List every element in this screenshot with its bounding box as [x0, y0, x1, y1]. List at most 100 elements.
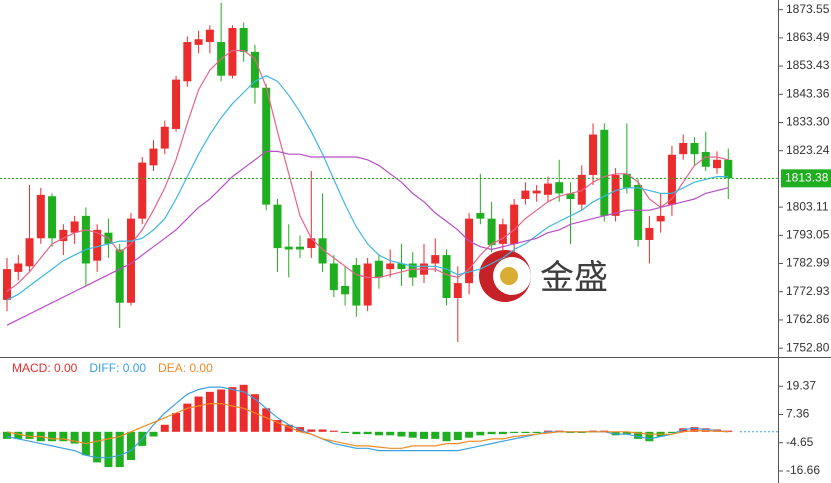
macd-bar — [70, 431, 79, 444]
y-tick-label: 1863.49 — [786, 30, 830, 44]
candle-body — [465, 218, 474, 284]
candle-body — [577, 174, 586, 205]
macd-bar — [273, 420, 282, 432]
macd-bar — [48, 431, 57, 442]
macd-bar — [374, 431, 383, 436]
candle-body — [622, 173, 631, 188]
y-tick-label: 1762.86 — [786, 312, 830, 326]
candle-body — [724, 159, 733, 179]
y-tick-label: 19.37 — [786, 378, 816, 392]
legend-entry: MACD: 0.00 — [12, 361, 78, 375]
macd-bar — [690, 427, 699, 432]
candle-body — [543, 183, 552, 195]
macd-bar — [667, 431, 676, 433]
candle-body — [397, 263, 406, 270]
candle-body — [228, 28, 237, 76]
macd-bar — [634, 431, 643, 439]
macd-bar — [386, 431, 395, 436]
candle-body — [566, 193, 575, 200]
candle-body — [386, 263, 395, 270]
candle-body — [679, 142, 688, 155]
candle-body — [160, 126, 169, 149]
candle-body — [70, 221, 79, 233]
candle-body — [690, 142, 699, 155]
macd-bar — [611, 431, 620, 436]
candle-body — [453, 283, 462, 298]
candle-body — [363, 263, 372, 306]
candle-body — [634, 185, 643, 240]
macd-bar — [217, 389, 226, 432]
candle-body — [431, 255, 440, 264]
macd-bar — [172, 413, 181, 432]
candle-body — [611, 174, 620, 216]
macd-line — [6, 386, 729, 459]
candle-body — [645, 227, 654, 240]
candle-body — [48, 196, 57, 239]
candle-body — [408, 263, 417, 278]
candle-body — [59, 229, 68, 242]
macd-bar — [194, 396, 203, 432]
candle-body — [476, 213, 485, 219]
candle-body — [25, 238, 34, 267]
candle-body — [510, 204, 519, 244]
macd-bar — [228, 387, 237, 432]
macd-bar — [149, 431, 158, 437]
candle-body — [194, 39, 203, 45]
candle-body — [205, 29, 214, 43]
macd-bar — [476, 431, 485, 436]
macd-bar — [532, 431, 541, 433]
candle-body — [307, 238, 316, 249]
y-tick-label: 1803.11 — [786, 199, 829, 213]
candle-body — [262, 87, 271, 205]
macd-bar — [465, 431, 474, 438]
moving-average — [6, 75, 729, 301]
macd-bar — [160, 424, 169, 432]
candle-body — [442, 255, 451, 298]
macd-bar — [622, 431, 631, 435]
y-tick-label: 1843.36 — [786, 86, 830, 100]
macd-bar — [453, 431, 462, 441]
candle-body — [341, 285, 350, 295]
legend-entry: DIFF: 0.00 — [89, 361, 146, 375]
candle-body — [701, 151, 710, 167]
macd-line — [6, 403, 729, 449]
candle-body — [329, 263, 338, 291]
y-tick-label: 7.36 — [786, 407, 810, 421]
macd-bar — [645, 431, 654, 442]
y-tick-label: 1833.30 — [786, 115, 830, 129]
candle-body — [239, 28, 248, 52]
macd-bar — [284, 424, 293, 432]
candle-body — [284, 246, 293, 250]
candle-body — [149, 148, 158, 166]
y-tick-label: 1772.93 — [786, 284, 830, 298]
macd-bar — [363, 431, 372, 435]
macd-bar — [487, 431, 496, 435]
macd-bar — [397, 431, 406, 437]
macd-bar — [431, 431, 440, 439]
current-price-label: 1813.38 — [785, 171, 829, 185]
macd-bar — [352, 431, 361, 435]
candle-body — [296, 246, 305, 250]
candle-body — [667, 154, 676, 205]
macd-bar — [115, 431, 124, 468]
macd-bar — [3, 431, 11, 439]
macd-bar — [183, 403, 192, 432]
macd-bar — [104, 431, 113, 468]
candle-body — [521, 190, 530, 200]
macd-bar — [419, 431, 428, 439]
candle-body — [555, 182, 564, 194]
macd-bar — [126, 431, 135, 461]
macd-bar — [59, 431, 68, 442]
y-tick-label: 1873.55 — [786, 2, 830, 16]
candle-body — [589, 134, 598, 175]
candle-body — [532, 190, 541, 194]
candle-body — [93, 229, 102, 261]
macd-bar — [262, 408, 271, 432]
candle-body — [600, 129, 609, 216]
candle-body — [487, 218, 496, 245]
macd-bar — [510, 431, 519, 433]
logo-dot — [500, 267, 518, 285]
macd-bar — [498, 431, 507, 435]
